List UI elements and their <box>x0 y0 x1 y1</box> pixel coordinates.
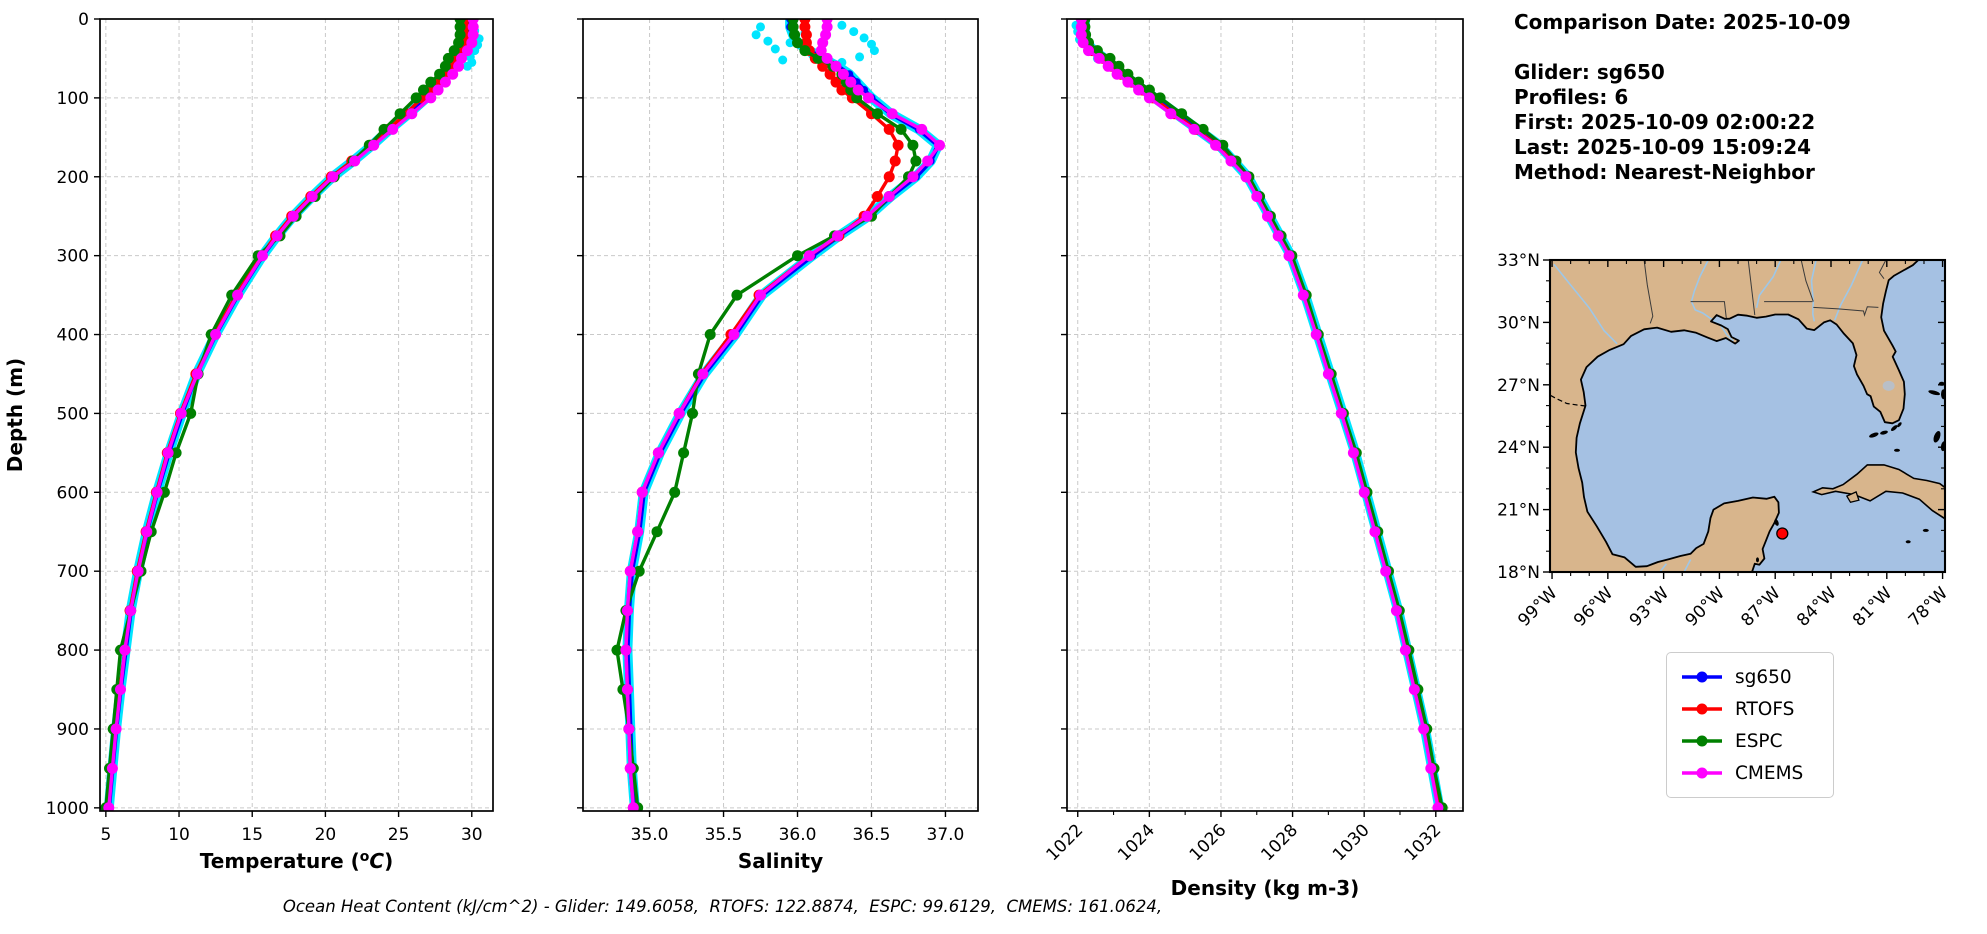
svg-text:25: 25 <box>388 825 410 845</box>
svg-text:18°N: 18°N <box>1497 563 1540 583</box>
svg-text:33°N: 33°N <box>1497 251 1540 271</box>
svg-text:36.5: 36.5 <box>853 825 891 845</box>
legend-item-cmems: CMEMS <box>1679 757 1823 789</box>
svg-text:300: 300 <box>57 247 89 267</box>
legend-label: sg650 <box>1735 666 1792 688</box>
svg-text:500: 500 <box>57 404 89 424</box>
svg-text:15: 15 <box>241 825 263 845</box>
svg-text:1024: 1024 <box>1114 820 1159 865</box>
svg-text:1022: 1022 <box>1043 820 1088 865</box>
svg-text:35.0: 35.0 <box>631 825 669 845</box>
svg-text:78°W: 78°W <box>1905 583 1952 630</box>
svg-text:90°W: 90°W <box>1682 583 1729 630</box>
svg-text:96°W: 96°W <box>1570 583 1617 630</box>
svg-text:700: 700 <box>57 562 89 582</box>
svg-text:1026: 1026 <box>1186 820 1231 865</box>
ocean-heat-content-caption: Ocean Heat Content (kJ/cm^2) - Glider: 1… <box>282 897 1163 916</box>
svg-text:600: 600 <box>57 483 89 503</box>
legend: sg650 RTOFS ESPC CMEMS <box>1666 652 1834 798</box>
svg-text:36.0: 36.0 <box>779 825 817 845</box>
svg-text:100: 100 <box>57 89 89 109</box>
legend-line-marker-icon <box>1682 767 1722 779</box>
density-profile-chart: 1022 1024 1026 1028 1030 1032 Density (kg m-3) <box>1043 18 1464 900</box>
svg-text:20: 20 <box>315 825 337 845</box>
svg-text:400: 400 <box>57 326 89 346</box>
svg-text:21°N: 21°N <box>1497 501 1540 521</box>
legend-line-marker-icon <box>1682 703 1722 715</box>
svg-text:10: 10 <box>168 825 190 845</box>
legend-label: RTOFS <box>1735 698 1795 720</box>
svg-text:1030: 1030 <box>1329 820 1374 865</box>
glider-name: Glider: sg650 <box>1514 60 1665 84</box>
comparison-date: Comparison Date: 2025-10-09 <box>1514 10 1851 34</box>
gulf-of-mexico-map: 99°W 96°W 93°W 90°W 87°W 84°W 81°W 78°W 18°N 21°N… <box>1497 251 1952 631</box>
legend-line-marker-icon <box>1682 735 1722 747</box>
svg-text:24°N: 24°N <box>1497 438 1540 458</box>
temperature-profile-chart: 5 10 15 20 25 3001002003004005006007008009001… <box>3 10 494 873</box>
svg-text:30°N: 30°N <box>1497 313 1540 333</box>
salinity-profile-chart: 35.0 35.5 36.0 36.5 37.0 Salinity <box>577 18 979 873</box>
svg-text:Density (kg m-3): Density (kg m-3) <box>1171 876 1360 900</box>
svg-text:87°W: 87°W <box>1737 583 1784 630</box>
method: Method: Nearest-Neighbor <box>1514 160 1815 184</box>
legend-item-sg650: sg650 <box>1679 661 1823 693</box>
svg-text:84°W: 84°W <box>1793 583 1840 630</box>
svg-text:27°N: 27°N <box>1497 376 1540 396</box>
svg-text:81°W: 81°W <box>1849 583 1896 630</box>
profiles-count: Profiles: 6 <box>1514 85 1629 109</box>
glider-position-marker <box>1776 527 1789 540</box>
svg-text:200: 200 <box>57 168 89 188</box>
legend-item-espc: ESPC <box>1679 725 1823 757</box>
legend-line-marker-icon <box>1682 671 1722 683</box>
svg-text:800: 800 <box>57 641 89 661</box>
svg-text:1000: 1000 <box>46 799 89 819</box>
legend-item-rtofs: RTOFS <box>1679 693 1823 725</box>
last-profile-time: Last: 2025-10-09 15:09:24 <box>1514 135 1812 159</box>
first-profile-time: First: 2025-10-09 02:00:22 <box>1514 110 1816 134</box>
svg-text:1032: 1032 <box>1401 820 1446 865</box>
svg-text:Salinity: Salinity <box>738 849 823 873</box>
svg-text:93°W: 93°W <box>1626 583 1673 630</box>
svg-text:1028: 1028 <box>1257 820 1302 865</box>
svg-text:0: 0 <box>78 10 89 30</box>
svg-text:5: 5 <box>100 825 111 845</box>
svg-text:Depth (m): Depth (m) <box>3 358 27 472</box>
comparison-info: Comparison Date: 2025-10-09 Glider: sg65… <box>1514 10 1851 185</box>
svg-text:900: 900 <box>57 720 89 740</box>
svg-text:30: 30 <box>461 825 483 845</box>
svg-text:37.0: 37.0 <box>927 825 965 845</box>
svg-text:35.5: 35.5 <box>705 825 743 845</box>
svg-text:Temperature (oC): Temperature (oC) <box>200 849 393 873</box>
svg-text:99°W: 99°W <box>1514 583 1561 630</box>
legend-label: CMEMS <box>1735 762 1804 784</box>
legend-label: ESPC <box>1735 730 1783 752</box>
